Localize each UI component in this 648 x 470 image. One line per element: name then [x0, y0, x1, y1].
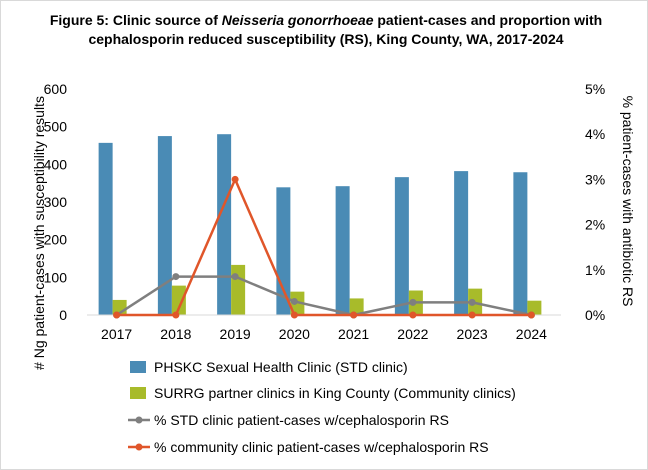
std-rs-point — [231, 273, 239, 281]
community-rs-point — [350, 311, 358, 319]
y-right-tick-label: 0% — [585, 307, 605, 323]
community-clinic-bar — [171, 285, 186, 315]
std-clinic-bar — [394, 177, 409, 315]
std-clinic-bar — [335, 186, 350, 315]
y-right-tick-label: 2% — [585, 217, 605, 233]
x-tick-label: 2024 — [516, 326, 547, 342]
legend-community-clinic-swatch — [130, 387, 146, 399]
y-left-tick-label: 300 — [44, 194, 68, 210]
community-clinic-bar — [527, 300, 542, 315]
legend-std-clinic-label: PHSKC Sexual Health Clinic (STD clinic) — [154, 359, 408, 375]
std-rs-point — [468, 298, 476, 306]
std-rs-point — [172, 273, 180, 281]
community-rs-line — [116, 178, 532, 317]
std-rs-line — [115, 275, 532, 317]
y-right-tick-label: 1% — [585, 262, 605, 278]
chart-title-italic: Neisseria gonorrhoeae — [221, 12, 374, 28]
y-right-tick-label: 3% — [585, 171, 605, 187]
y-axis-right-title: % patient-cases with antibiotic RS — [620, 96, 636, 307]
x-tick-label: 2023 — [457, 326, 488, 342]
y-right-tick-label: 4% — [585, 126, 605, 142]
legend-std-rs-label: % STD clinic patient-cases w/cephalospor… — [154, 412, 449, 428]
legend-std-clinic-swatch — [130, 361, 146, 373]
std-rs-point — [409, 298, 417, 306]
community-rs-point — [527, 311, 535, 319]
x-tick-label: 2022 — [397, 326, 428, 342]
community-clinic-bar — [231, 264, 246, 315]
y-left-tick-label: 100 — [44, 269, 68, 285]
legend-community-rs-label: % community clinic patient-cases w/cepha… — [154, 439, 489, 455]
community-clinic-bar — [349, 298, 364, 315]
std-clinic-bar — [513, 172, 528, 315]
std-clinic-bar — [157, 136, 172, 315]
chart-title: Figure 5: Clinic source of Neisseria gon… — [31, 11, 621, 49]
y-left-tick-label: 500 — [44, 119, 68, 135]
community-rs-point — [172, 311, 180, 319]
x-tick-label: 2019 — [220, 326, 251, 342]
y-left-tick-label: 0 — [59, 307, 67, 323]
y-left-tick-label: 600 — [44, 81, 68, 97]
std-clinic-bar — [217, 134, 232, 315]
x-tick-label: 2017 — [101, 326, 132, 342]
community-rs-point — [231, 175, 239, 183]
community-rs-point — [409, 311, 417, 319]
x-tick-label: 2021 — [338, 326, 369, 342]
y-axis-left-title: # Ng patient-cases with susceptibility r… — [31, 96, 47, 370]
chart-title-part2: patient-cases and proportion with cephal… — [88, 12, 603, 47]
y-left-tick-label: 200 — [44, 232, 68, 248]
x-tick-label: 2018 — [160, 326, 191, 342]
y-left-tick-label: 400 — [44, 156, 68, 172]
community-rs-point — [113, 311, 121, 319]
community-rs-point — [468, 311, 476, 319]
std-clinic-bar — [98, 142, 113, 315]
std-clinic-bar — [454, 171, 469, 315]
x-tick-label: 2020 — [279, 326, 310, 342]
y-right-tick-label: 5% — [585, 81, 605, 97]
std-rs-point — [290, 297, 298, 305]
legend-community-rs-marker — [135, 443, 143, 451]
chart-title-part1: Figure 5: Clinic source of — [49, 12, 222, 28]
legend-community-clinic-label: SURRG partner clinics in King County (Co… — [154, 385, 516, 401]
community-rs-point — [290, 311, 298, 319]
legend-std-rs-marker — [135, 416, 143, 424]
